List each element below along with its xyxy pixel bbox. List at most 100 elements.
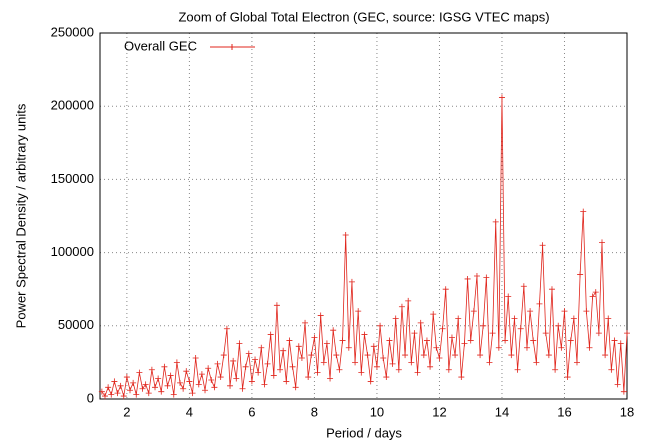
point-marker (436, 355, 443, 362)
point-marker (545, 352, 552, 359)
point-marker (430, 311, 437, 318)
point-marker (352, 359, 359, 366)
point-marker (155, 375, 162, 382)
point-marker (502, 337, 509, 344)
point-marker (202, 387, 209, 394)
point-marker (392, 315, 399, 322)
point-marker (223, 325, 230, 332)
point-marker (364, 352, 371, 359)
point-marker (608, 366, 615, 373)
x-axis-label: Period / days (326, 425, 402, 440)
point-marker (214, 360, 221, 367)
point-marker (189, 390, 196, 397)
point-marker (136, 369, 143, 376)
point-marker (598, 239, 605, 246)
point-marker (242, 363, 249, 370)
point-marker (505, 293, 512, 300)
point-marker (252, 356, 259, 363)
point-marker (333, 352, 340, 359)
x-tick-label: 8 (311, 404, 318, 419)
point-marker (614, 381, 621, 388)
point-marker (192, 355, 199, 362)
point-marker (380, 355, 387, 362)
point-marker (114, 390, 121, 397)
point-marker (420, 352, 427, 359)
point-marker (270, 372, 277, 379)
point-marker (552, 366, 559, 373)
point-marker (445, 366, 452, 373)
point-marker (489, 330, 496, 337)
point-marker (227, 382, 234, 389)
point-marker (195, 381, 202, 388)
point-marker (414, 369, 421, 376)
point-marker (602, 352, 609, 359)
point-marker (367, 378, 374, 385)
point-marker (208, 376, 215, 383)
point-marker (308, 352, 315, 359)
point-marker (320, 359, 327, 366)
x-tick-label: 2 (123, 404, 130, 419)
point-marker (530, 337, 537, 344)
series-line (101, 97, 628, 397)
point-marker (589, 293, 596, 300)
point-marker (423, 337, 430, 344)
point-marker (245, 350, 252, 357)
point-marker (180, 385, 187, 392)
point-marker (624, 330, 630, 337)
point-marker (477, 352, 484, 359)
point-marker (442, 286, 449, 293)
point-marker (130, 379, 137, 386)
point-marker (102, 393, 109, 400)
point-marker (258, 344, 265, 351)
point-marker (361, 331, 368, 338)
point-marker (311, 334, 318, 341)
point-marker (567, 337, 574, 344)
point-marker (217, 374, 224, 381)
y-tick-label: 150000 (51, 171, 94, 186)
point-marker (261, 381, 268, 388)
point-marker (145, 390, 152, 397)
point-marker (508, 352, 515, 359)
point-marker (411, 330, 418, 337)
point-marker (611, 337, 618, 344)
point-marker (402, 352, 409, 359)
x-tick-label: 10 (370, 404, 384, 419)
point-marker (123, 374, 130, 381)
point-marker (408, 359, 415, 366)
point-marker (220, 352, 227, 359)
point-marker (330, 327, 337, 334)
point-marker (117, 382, 124, 389)
point-marker (233, 375, 240, 382)
point-marker (605, 315, 612, 322)
point-marker (417, 319, 424, 326)
point-marker (170, 391, 177, 398)
point-marker (289, 363, 296, 370)
point-marker (495, 344, 502, 351)
point-marker (302, 319, 309, 326)
x-tick-label: 14 (495, 404, 509, 419)
point-marker (455, 315, 462, 322)
plot-frame (99, 32, 628, 400)
point-marker (158, 388, 165, 395)
x-tick-label: 6 (248, 404, 255, 419)
point-marker (548, 286, 555, 293)
point-marker (164, 382, 171, 389)
y-tick-label: 50000 (58, 317, 94, 332)
point-marker (539, 242, 546, 249)
point-marker (292, 384, 299, 391)
legend-label: Overall GEC (124, 38, 197, 53)
point-marker (348, 278, 355, 285)
point-marker (339, 337, 346, 344)
x-tick-label: 16 (557, 404, 571, 419)
point-marker (542, 330, 549, 337)
point-marker (186, 378, 193, 385)
point-marker (317, 312, 324, 319)
point-marker (577, 271, 584, 278)
point-marker (511, 315, 518, 322)
point-marker (239, 385, 246, 392)
point-marker (586, 344, 593, 351)
point-marker (355, 308, 362, 315)
point-marker (236, 340, 243, 347)
point-marker (483, 274, 490, 281)
point-marker (211, 384, 218, 391)
